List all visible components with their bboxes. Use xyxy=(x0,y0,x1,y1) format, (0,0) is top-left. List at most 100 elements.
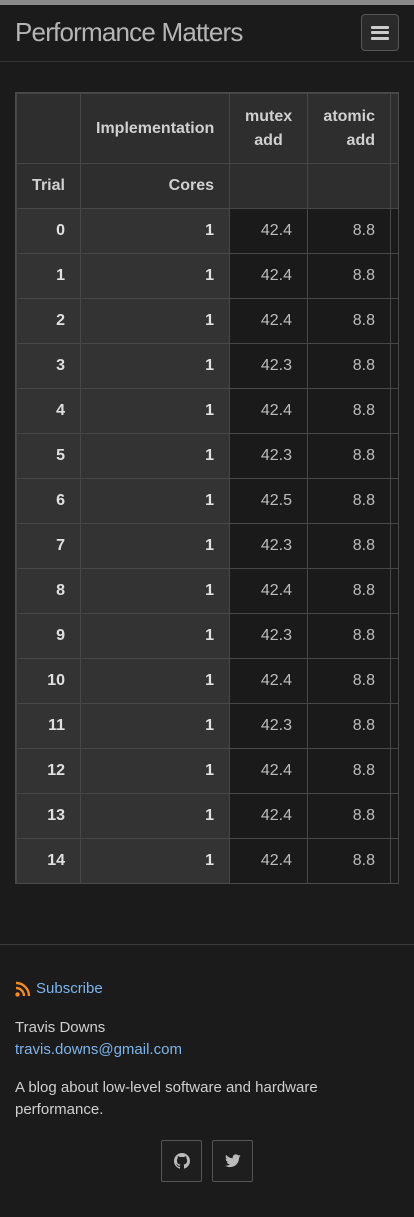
table-row: 13 1 42.4 8.8 xyxy=(16,793,398,839)
site-header: Performance Matters xyxy=(0,5,414,62)
mutex-add-value: 42.5 xyxy=(229,478,308,524)
column-header-cut-off xyxy=(390,93,398,164)
atomic-add-value: 8.8 xyxy=(307,658,391,704)
cut-off-cell xyxy=(390,568,398,614)
atomic-add-value: 8.8 xyxy=(307,568,391,614)
cut-off-cell xyxy=(390,298,398,344)
mutex-add-value: 42.3 xyxy=(229,703,308,749)
trial-cell: 5 xyxy=(16,433,81,479)
trial-cell: 1 xyxy=(16,253,81,299)
cut-off-cell xyxy=(390,793,398,839)
table-row: 9 1 42.3 8.8 xyxy=(16,613,398,659)
table-row: 2 1 42.4 8.8 xyxy=(16,298,398,344)
implementation-header: Implementation xyxy=(80,93,230,164)
mutex-add-value: 42.4 xyxy=(229,793,308,839)
author-name: Travis Downs xyxy=(15,1019,106,1036)
trial-cell: 9 xyxy=(16,613,81,659)
atomic-add-value: 8.8 xyxy=(307,613,391,659)
cut-off-cell xyxy=(390,658,398,704)
twitter-icon xyxy=(224,1154,241,1168)
author-email-link[interactable]: travis.downs@gmail.com xyxy=(15,1041,182,1058)
atomic-add-value: 8.8 xyxy=(307,433,391,479)
atomic-add-value: 8.8 xyxy=(307,253,391,299)
subscribe-link[interactable]: Subscribe xyxy=(15,980,103,997)
table-row: 10 1 42.4 8.8 xyxy=(16,658,398,704)
atomic-add-value: 8.8 xyxy=(307,703,391,749)
trial-cell: 7 xyxy=(16,523,81,569)
trial-header: Trial xyxy=(16,163,81,209)
cut-off-cell xyxy=(390,523,398,569)
mutex-add-value: 42.4 xyxy=(229,658,308,704)
subscribe-label: Subscribe xyxy=(36,980,103,997)
site-footer: Subscribe Travis Downs travis.downs@gmai… xyxy=(0,944,414,1217)
table-row: 1 1 42.4 8.8 xyxy=(16,253,398,299)
trial-cell: 14 xyxy=(16,838,81,883)
cores-cell: 1 xyxy=(80,658,230,704)
table-header-row-trial: Trial Cores xyxy=(16,163,398,209)
cores-cell: 1 xyxy=(80,298,230,344)
atomic-add-value: 8.8 xyxy=(307,478,391,524)
cut-off-cell xyxy=(390,343,398,389)
site-title[interactable]: Performance Matters xyxy=(15,17,243,47)
mutex-add-value: 42.4 xyxy=(229,208,308,254)
table-row: 0 1 42.4 8.8 xyxy=(16,208,398,254)
atomic-add-value: 8.8 xyxy=(307,748,391,794)
github-icon xyxy=(173,1153,190,1169)
cores-cell: 1 xyxy=(80,208,230,254)
cut-off-cell xyxy=(390,253,398,299)
cut-off-cell xyxy=(390,478,398,524)
twitter-button[interactable] xyxy=(212,1140,253,1182)
cores-cell: 1 xyxy=(80,613,230,659)
mutex-add-value: 42.4 xyxy=(229,253,308,299)
github-button[interactable] xyxy=(161,1140,202,1182)
mutex-add-value: 42.3 xyxy=(229,523,308,569)
trial-cell: 3 xyxy=(16,343,81,389)
table-row: 6 1 42.5 8.8 xyxy=(16,478,398,524)
trial-cell: 8 xyxy=(16,568,81,614)
mutex-add-value: 42.4 xyxy=(229,568,308,614)
cut-off-cell xyxy=(390,748,398,794)
trial-cell: 4 xyxy=(16,388,81,434)
mutex-add-value: 42.3 xyxy=(229,433,308,479)
mutex-add-value: 42.4 xyxy=(229,748,308,794)
trial-cell: 2 xyxy=(16,298,81,344)
cores-cell: 1 xyxy=(80,253,230,299)
table-header-row-implementation: Implementation mutex add atomic add xyxy=(16,93,398,164)
empty-header-cell xyxy=(307,163,391,209)
trial-cell: 0 xyxy=(16,208,81,254)
cut-off-cell xyxy=(390,613,398,659)
cut-off-cell xyxy=(390,838,398,883)
trial-cell: 6 xyxy=(16,478,81,524)
mutex-add-value: 42.4 xyxy=(229,298,308,344)
cores-cell: 1 xyxy=(80,523,230,569)
column-header-mutex-add: mutex add xyxy=(229,93,308,164)
cores-header: Cores xyxy=(80,163,230,209)
cores-cell: 1 xyxy=(80,748,230,794)
mutex-add-value: 42.3 xyxy=(229,343,308,389)
table-row: 12 1 42.4 8.8 xyxy=(16,748,398,794)
empty-header-cell xyxy=(229,163,308,209)
trial-cell: 13 xyxy=(16,793,81,839)
cut-off-cell xyxy=(390,208,398,254)
table-row: 3 1 42.3 8.8 xyxy=(16,343,398,389)
empty-header-cell xyxy=(390,163,398,209)
table-row: 11 1 42.3 8.8 xyxy=(16,703,398,749)
mutex-add-value: 42.4 xyxy=(229,838,308,883)
atomic-add-value: 8.8 xyxy=(307,838,391,883)
cores-cell: 1 xyxy=(80,568,230,614)
cores-cell: 1 xyxy=(80,703,230,749)
trial-cell: 12 xyxy=(16,748,81,794)
results-table: Implementation mutex add atomic add Tria… xyxy=(16,93,398,883)
mutex-add-value: 42.3 xyxy=(229,613,308,659)
cores-cell: 1 xyxy=(80,343,230,389)
atomic-add-value: 8.8 xyxy=(307,208,391,254)
hamburger-menu-icon xyxy=(371,25,389,40)
table-corner-cell xyxy=(16,93,81,164)
cores-cell: 1 xyxy=(80,478,230,524)
results-table-container[interactable]: Implementation mutex add atomic add Tria… xyxy=(15,92,399,884)
rss-icon xyxy=(15,981,31,997)
mutex-add-value: 42.4 xyxy=(229,388,308,434)
menu-toggle-button[interactable] xyxy=(361,14,399,51)
table-row: 14 1 42.4 8.8 xyxy=(16,838,398,883)
atomic-add-value: 8.8 xyxy=(307,298,391,344)
